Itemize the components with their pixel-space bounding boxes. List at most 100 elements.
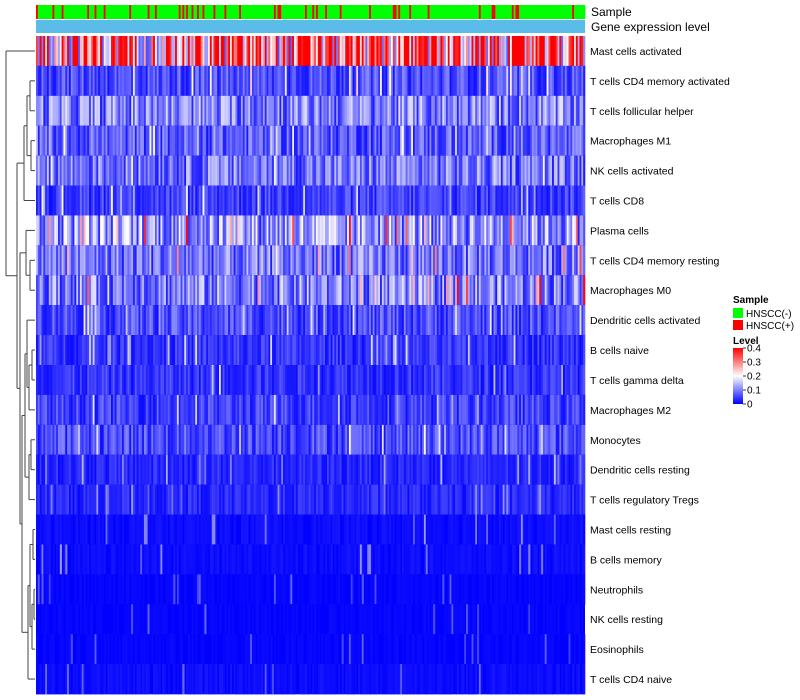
heatmap-cell xyxy=(125,125,128,156)
heatmap-cell xyxy=(471,424,474,456)
heatmap-cell xyxy=(158,394,161,426)
heatmap-cell xyxy=(127,484,130,515)
heatmap-cell xyxy=(202,245,205,276)
heatmap-cell xyxy=(356,275,359,306)
heatmap-cell xyxy=(444,36,447,67)
heatmap-cell xyxy=(229,335,233,366)
heatmap-cell xyxy=(541,245,544,276)
heatmap-cell xyxy=(484,424,487,456)
heatmap-cell xyxy=(317,484,320,515)
sample-track-cell xyxy=(455,5,458,19)
heatmap-cell xyxy=(45,394,48,426)
heatmap-cell xyxy=(484,125,487,156)
heatmap-cell xyxy=(498,305,502,336)
heatmap-cell xyxy=(284,245,288,276)
heatmap-cell xyxy=(154,454,158,485)
heatmap-cell xyxy=(164,275,167,306)
heatmap-cell xyxy=(374,424,377,456)
heatmap-cell xyxy=(235,394,238,426)
heatmap-cell xyxy=(248,275,251,306)
heatmap-cell xyxy=(87,36,90,67)
heatmap-cell xyxy=(191,95,194,127)
heatmap-cell xyxy=(164,185,167,216)
heatmap-cell xyxy=(306,454,309,485)
heatmap-cell xyxy=(442,335,445,366)
sample-track-cell xyxy=(305,5,308,19)
heatmap-cell xyxy=(292,275,295,306)
heatmap-cell xyxy=(56,454,59,485)
heatmap-cell xyxy=(255,65,258,97)
sample-track-cell xyxy=(552,5,555,19)
sample-track-cell xyxy=(323,5,326,19)
heatmap-cell xyxy=(359,95,363,127)
heatmap-cell xyxy=(436,365,439,396)
heatmap-cell xyxy=(68,245,72,276)
heatmap-cell xyxy=(182,185,185,216)
heatmap-cell xyxy=(323,36,326,67)
heatmap-cell xyxy=(147,394,150,426)
heatmap-cell xyxy=(354,454,357,485)
heatmap-cell xyxy=(200,36,203,67)
sample-track-cell xyxy=(281,5,284,19)
heatmap-cell xyxy=(74,95,77,127)
heatmap-cell xyxy=(369,305,372,336)
heatmap-cell xyxy=(374,185,377,216)
heatmap-cell xyxy=(228,484,231,515)
heatmap-cell xyxy=(231,95,234,127)
heatmap-cell xyxy=(68,394,72,426)
heatmap-cell xyxy=(279,95,282,127)
heatmap-cell xyxy=(381,155,384,186)
heatmap-cell xyxy=(581,335,584,366)
heatmap-cell xyxy=(537,454,540,485)
heatmap-cell xyxy=(200,305,203,336)
heatmap-cell xyxy=(310,305,313,336)
heatmap-cell xyxy=(195,95,198,127)
heatmap-cell xyxy=(412,65,416,97)
heatmap-cell xyxy=(279,215,282,246)
heatmap-cell xyxy=(319,215,322,246)
heatmap-cell xyxy=(414,36,417,67)
heatmap-cell xyxy=(385,454,388,485)
heatmap-cell xyxy=(321,155,324,186)
heatmap-cell xyxy=(48,335,51,366)
heatmap-cell xyxy=(541,185,544,216)
sample-track-cell xyxy=(89,5,92,19)
heatmap-cell xyxy=(407,95,410,127)
heatmap-cell xyxy=(299,36,302,67)
heatmap-cell xyxy=(211,125,214,156)
heatmap-cell xyxy=(41,125,44,156)
heatmap-cell xyxy=(524,424,527,456)
heatmap-cell xyxy=(372,394,375,426)
heatmap-cell xyxy=(224,305,227,336)
heatmap-cell xyxy=(574,95,577,127)
heatmap-cell xyxy=(294,36,297,67)
heatmap-cell xyxy=(456,125,460,156)
heatmap-cell xyxy=(85,125,88,156)
heatmap-cell xyxy=(504,454,507,485)
heatmap-cell xyxy=(407,424,410,456)
heatmap-cell xyxy=(277,65,280,97)
heatmap-cell xyxy=(78,454,81,485)
heatmap-cell xyxy=(189,215,192,246)
heatmap-cell xyxy=(570,36,573,67)
heatmap-cell xyxy=(246,305,249,336)
heatmap-cell xyxy=(517,125,520,156)
heatmap-cell xyxy=(52,125,55,156)
heatmap-cell xyxy=(341,65,344,97)
heatmap-cell xyxy=(217,275,220,306)
heatmap-cell xyxy=(96,65,99,97)
heatmap-cell xyxy=(326,36,330,67)
heatmap-cell xyxy=(125,305,128,336)
heatmap-cell xyxy=(506,185,509,216)
heatmap-cell xyxy=(431,365,434,396)
heatmap-cell xyxy=(303,215,306,246)
heatmap-cell xyxy=(356,335,359,366)
heatmap-cell xyxy=(114,155,117,186)
heatmap-cell xyxy=(220,125,223,156)
heatmap-cell xyxy=(127,65,130,97)
heatmap-cell xyxy=(325,155,328,186)
heatmap-cell xyxy=(336,95,339,127)
heatmap-cell xyxy=(480,335,483,366)
heatmap-cell xyxy=(85,36,88,67)
heatmap-cell xyxy=(118,245,121,276)
